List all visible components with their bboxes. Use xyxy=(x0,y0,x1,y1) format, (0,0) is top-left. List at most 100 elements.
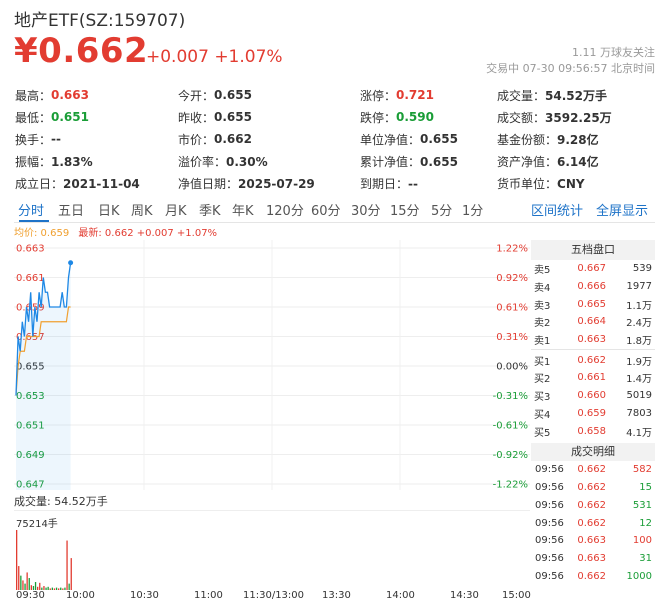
volume-bar xyxy=(22,580,24,590)
price-area-fill xyxy=(16,262,71,490)
stats-row: 换手： -- 市价： 0.662 单位净值： 0.655 基金份额： 9.28亿 xyxy=(15,128,655,150)
volume-bar xyxy=(64,587,66,590)
chart-legend: 均价: 0.659 最新: 0.662 +0.007 +1.07% xyxy=(14,224,217,239)
price-tick-label: 0.657 xyxy=(16,332,45,343)
order-volume: 1.1万 xyxy=(626,300,652,312)
stat-key: 基金份额： xyxy=(497,132,558,147)
stat-key: 最高： xyxy=(15,88,52,103)
trade-time: 09:56 xyxy=(535,553,564,565)
volume-bar xyxy=(16,530,18,590)
volume-bar xyxy=(18,566,20,590)
trade-detail-title: 成交明细 xyxy=(531,442,655,461)
trade-price: 0.662 xyxy=(577,482,606,494)
order-book-row: 买2 0.661 1.4万 xyxy=(531,369,655,387)
volume-bar xyxy=(43,586,45,590)
price-tick-label: 0.655 xyxy=(16,362,45,373)
stat-cell: 市价： 0.662 xyxy=(178,131,360,148)
trade-row: 09:56 0.662 582 xyxy=(531,461,655,479)
range-stats-button[interactable]: 区间统计 xyxy=(531,204,584,219)
avg-price-legend: 均价: 0.659 xyxy=(14,228,70,239)
trade-time: 09:56 xyxy=(535,571,564,583)
tab-period[interactable]: 年K xyxy=(232,204,254,219)
stat-key: 成立日： xyxy=(15,177,64,192)
volume-bar xyxy=(34,582,37,590)
tab-period[interactable]: 日K xyxy=(98,204,120,219)
pct-tick-label: 0.92% xyxy=(496,273,528,284)
order-price: 0.661 xyxy=(577,372,606,384)
trade-time: 09:56 xyxy=(535,464,564,476)
stat-cell: 成交量： 54.52万手 xyxy=(497,87,655,104)
price-tick-label: 0.647 xyxy=(16,480,45,491)
stat-cell: 换手： -- xyxy=(15,131,178,148)
stats-row: 振幅： 1.83% 溢价率： 0.30% 累计净值： 0.655 资产净值： 6.14亿 xyxy=(15,151,655,173)
tab-period[interactable]: 15分 xyxy=(390,204,420,219)
trade-qty: 582 xyxy=(632,464,652,476)
time-tick-label: 13:30 xyxy=(322,590,351,601)
pct-tick-label: -1.22% xyxy=(493,480,528,491)
pct-tick-label: 1.22% xyxy=(496,244,528,255)
order-volume: 2.4万 xyxy=(626,318,652,330)
trade-qty: 100 xyxy=(632,535,652,547)
trade-price: 0.662 xyxy=(577,464,606,476)
volume-max-label: 75214手 xyxy=(16,519,58,530)
time-tick-label: 14:30 xyxy=(450,590,479,601)
order-price: 0.660 xyxy=(577,390,606,402)
fullscreen-button[interactable]: 全屏显示 xyxy=(596,204,649,219)
order-price: 0.667 xyxy=(577,263,606,275)
stat-value: 0.663 xyxy=(51,88,89,103)
stock-title: 地产ETF(SZ:159707) xyxy=(14,11,186,31)
tab-period[interactable]: 月K xyxy=(165,204,187,219)
stat-key: 到期日： xyxy=(360,177,409,192)
tab-period[interactable]: 分时 xyxy=(18,204,45,219)
stat-cell: 成交额： 3592.25万 xyxy=(497,109,655,126)
tab-period[interactable]: 30分 xyxy=(351,204,381,219)
stat-value: 0.655 xyxy=(214,110,252,125)
pct-tick-label: 0.00% xyxy=(496,362,528,373)
volume-bar xyxy=(51,587,53,590)
time-tick-label: 09:30 xyxy=(16,590,45,601)
order-book-row: 卖2 0.664 2.4万 xyxy=(531,313,655,331)
volume-bar xyxy=(66,540,68,590)
stat-cell: 货币单位： CNY xyxy=(497,175,655,192)
order-book-row: 买3 0.660 5019 xyxy=(531,387,655,405)
tab-period[interactable]: 五日 xyxy=(58,204,85,219)
stat-key: 换手： xyxy=(15,132,52,147)
stat-value: CNY xyxy=(557,176,585,191)
price-tick-label: 0.661 xyxy=(16,273,45,284)
stat-value: 2021-11-04 xyxy=(63,176,140,191)
followers-count[interactable]: 1.11 万球友关注 xyxy=(572,46,655,59)
trade-row: 09:56 0.662 12 xyxy=(531,514,655,532)
order-volume: 539 xyxy=(632,263,652,275)
stat-value: 9.28亿 xyxy=(557,132,599,147)
tab-period[interactable]: 5分 xyxy=(431,204,453,219)
volume-bar xyxy=(49,588,51,590)
current-price: ¥0.662 xyxy=(14,31,149,71)
order-label: 买1 xyxy=(534,356,551,368)
order-label: 买2 xyxy=(534,374,551,386)
tab-period[interactable]: 120分 xyxy=(266,204,304,219)
volume-bar xyxy=(70,558,72,590)
order-book-panel: 五档盘口 卖5 0.667 539 卖4 0.666 1977 卖3 0.665 1.1万 卖2 0… xyxy=(531,240,655,585)
stat-value: 0.655 xyxy=(214,88,252,103)
trade-price: 0.662 xyxy=(577,499,606,511)
volume-bar xyxy=(55,587,58,590)
intraday-price-chart[interactable]: 0.663 1.22% 0.661 0.92% 0.659 0.61% 0.657 0.31%… xyxy=(14,240,530,490)
tab-period[interactable]: 1分 xyxy=(462,204,484,219)
pct-tick-label: 0.31% xyxy=(496,332,528,343)
stat-key: 货币单位： xyxy=(497,177,558,192)
pct-tick-label: -0.61% xyxy=(493,421,528,432)
trade-qty: 12 xyxy=(639,517,652,529)
stat-key: 涨停： xyxy=(360,88,397,103)
tab-period[interactable]: 60分 xyxy=(311,204,341,219)
trade-qty: 15 xyxy=(639,482,652,494)
trade-qty: 531 xyxy=(632,499,652,511)
trade-time: 09:56 xyxy=(535,499,564,511)
pct-tick-label: -0.31% xyxy=(493,391,528,402)
tab-period[interactable]: 季K xyxy=(199,204,221,219)
time-tick-label: 10:00 xyxy=(66,590,95,601)
tab-period[interactable]: 周K xyxy=(131,204,153,219)
stat-value: 0.655 xyxy=(420,154,458,169)
trade-qty: 31 xyxy=(639,553,652,565)
volume-chart[interactable] xyxy=(14,510,530,590)
trade-time: 09:56 xyxy=(535,517,564,529)
